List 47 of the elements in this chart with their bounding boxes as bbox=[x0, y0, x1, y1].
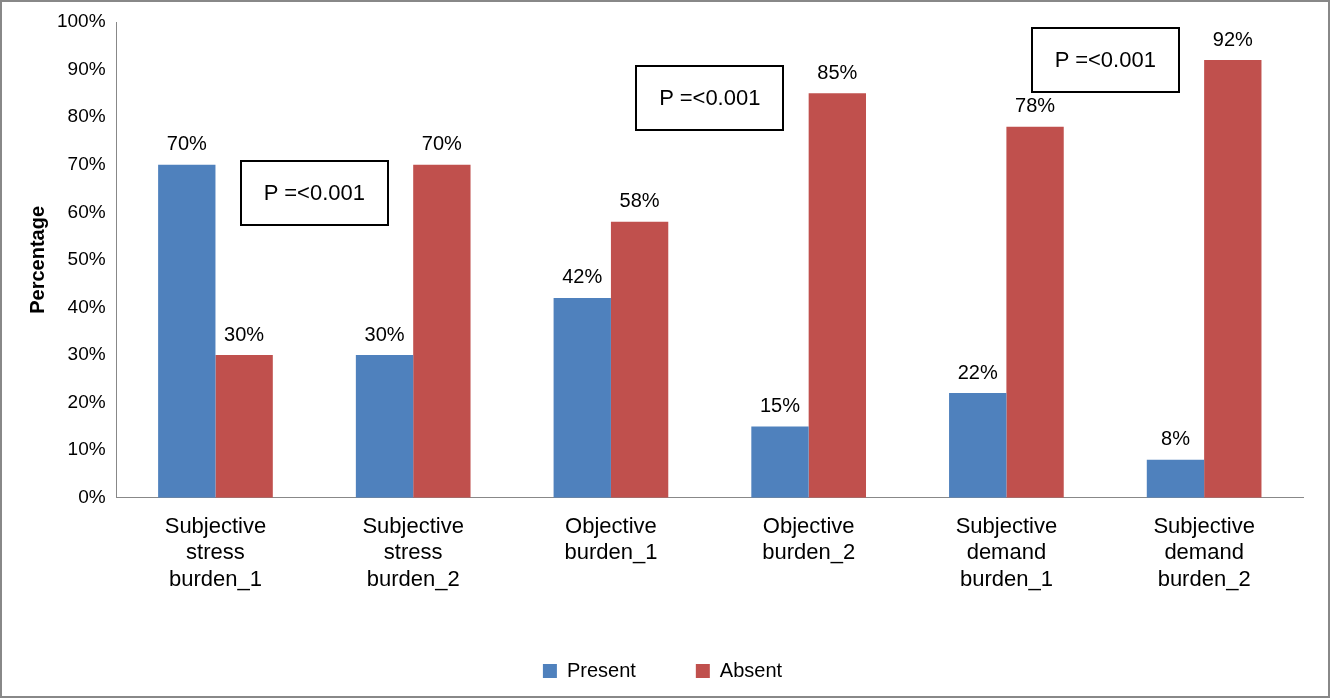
bar bbox=[751, 426, 809, 498]
y-axis-title: Percentage bbox=[25, 205, 48, 314]
y-tick-label: 10% bbox=[67, 438, 106, 460]
data-label: 30% bbox=[364, 322, 405, 345]
y-tick-label: 100% bbox=[56, 10, 106, 32]
data-label: 92% bbox=[1212, 27, 1254, 50]
data-label: 42% bbox=[562, 265, 603, 288]
bar bbox=[158, 164, 216, 498]
annotation: P =<0.001 bbox=[635, 65, 785, 132]
legend-label: Absent bbox=[719, 658, 783, 681]
bar bbox=[355, 355, 414, 498]
data-label: 30% bbox=[224, 322, 265, 345]
annotation: P =<0.001 bbox=[1030, 27, 1180, 94]
bar bbox=[215, 355, 273, 498]
x-tick-label: Subjective demand burden_2 bbox=[1153, 513, 1255, 591]
data-label: 70% bbox=[421, 132, 463, 155]
bar bbox=[808, 93, 867, 498]
y-tick-label: 50% bbox=[67, 248, 106, 270]
y-tick-label: 40% bbox=[67, 295, 106, 317]
bar bbox=[949, 393, 1007, 498]
y-tick-label: 70% bbox=[67, 152, 106, 174]
data-label: 78% bbox=[1015, 94, 1056, 117]
annotation: P =<0.001 bbox=[239, 160, 389, 227]
bar bbox=[1006, 126, 1064, 498]
data-label: 70% bbox=[166, 132, 208, 155]
y-tick-label: 20% bbox=[67, 390, 106, 412]
data-label: 15% bbox=[759, 393, 801, 416]
x-tick-label: Subjective stress burden_1 bbox=[164, 513, 267, 591]
bar bbox=[1204, 60, 1262, 498]
y-tick-label: 60% bbox=[67, 200, 106, 222]
x-tick-label: Objective burden_1 bbox=[564, 513, 658, 565]
bar bbox=[1146, 459, 1205, 498]
x-tick-label: Subjective stress burden_2 bbox=[362, 513, 464, 591]
y-tick-label: 0% bbox=[78, 486, 106, 508]
data-label: 58% bbox=[619, 189, 660, 212]
bar bbox=[610, 221, 669, 498]
data-label: 22% bbox=[957, 360, 998, 383]
y-tick-label: 80% bbox=[67, 105, 106, 127]
y-tick-label: 30% bbox=[67, 343, 106, 365]
x-tick-label: Objective burden_2 bbox=[762, 513, 856, 565]
data-label: 85% bbox=[817, 60, 858, 83]
y-tick-label: 90% bbox=[67, 57, 106, 79]
bar bbox=[413, 164, 471, 498]
legend-label: Present bbox=[566, 658, 637, 681]
data-label: 8% bbox=[1161, 427, 1191, 450]
bar bbox=[553, 297, 611, 498]
x-tick-label: Subjective demand burden_1 bbox=[955, 513, 1058, 591]
